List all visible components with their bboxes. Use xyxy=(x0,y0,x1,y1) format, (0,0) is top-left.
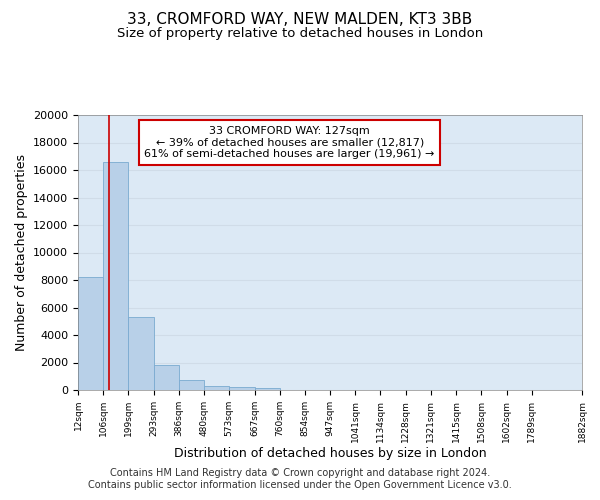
Text: 33, CROMFORD WAY, NEW MALDEN, KT3 3BB: 33, CROMFORD WAY, NEW MALDEN, KT3 3BB xyxy=(127,12,473,28)
X-axis label: Distribution of detached houses by size in London: Distribution of detached houses by size … xyxy=(173,448,487,460)
Text: 33 CROMFORD WAY: 127sqm
← 39% of detached houses are smaller (12,817)
61% of sem: 33 CROMFORD WAY: 127sqm ← 39% of detache… xyxy=(145,126,435,159)
Bar xyxy=(204,386,229,390)
Bar xyxy=(78,277,103,390)
Bar xyxy=(103,162,128,390)
Text: Size of property relative to detached houses in London: Size of property relative to detached ho… xyxy=(117,28,483,40)
Bar xyxy=(128,317,154,390)
Text: Contains HM Land Registry data © Crown copyright and database right 2024.: Contains HM Land Registry data © Crown c… xyxy=(110,468,490,477)
Bar xyxy=(254,388,280,390)
Text: Contains public sector information licensed under the Open Government Licence v3: Contains public sector information licen… xyxy=(88,480,512,490)
Y-axis label: Number of detached properties: Number of detached properties xyxy=(14,154,28,351)
Bar xyxy=(179,380,204,390)
Bar xyxy=(229,387,254,390)
Bar xyxy=(154,365,179,390)
